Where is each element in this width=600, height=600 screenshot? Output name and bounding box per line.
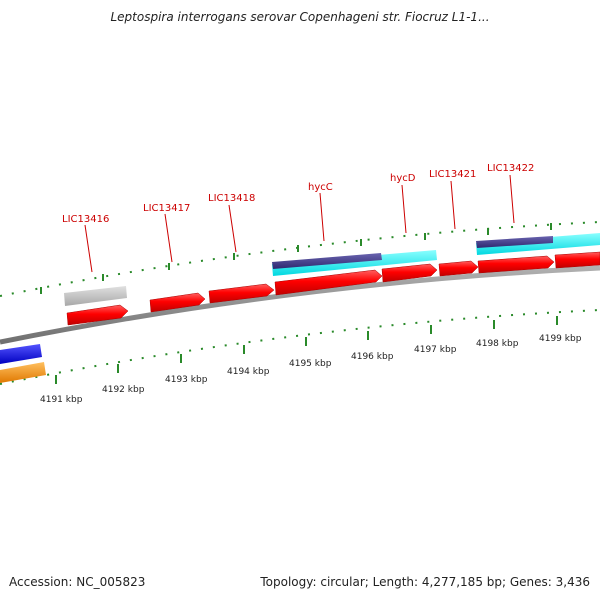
gene-arrow-lic13421[interactable] — [438, 260, 479, 277]
scale-label: 4198 kbp — [476, 339, 519, 349]
gene-arrow-lic13416[interactable] — [66, 304, 129, 326]
cyan-feature[interactable] — [476, 233, 600, 255]
gene-label-lic13416[interactable]: LIC13416 — [62, 214, 109, 225]
gene-label-lic13421[interactable]: LIC13421 — [429, 169, 476, 180]
gene-arrow-hycc[interactable] — [274, 269, 383, 296]
scale-label: 4195 kbp — [289, 359, 332, 369]
gene-label-hycd[interactable]: hycD — [390, 173, 416, 184]
orange-feature[interactable] — [0, 362, 46, 383]
scale-label: 4192 kbp — [102, 385, 145, 395]
gene-arrow-lic13422[interactable] — [477, 255, 555, 274]
scale-track — [0, 309, 600, 385]
gene-arrow-lic13418[interactable] — [208, 283, 275, 304]
label-leaders — [84, 174, 515, 273]
gene-label-hycc[interactable]: hycC — [308, 182, 333, 193]
genome-summary-text: Topology: circular; Length: 4,277,185 bp… — [260, 575, 590, 589]
upper-tick-track — [0, 221, 600, 297]
gene-label-lic13422[interactable]: LIC13422 — [487, 163, 534, 174]
navy-feature[interactable] — [476, 236, 553, 248]
pseudogene-bar[interactable] — [64, 286, 127, 306]
scale-label: 4199 kbp — [539, 334, 582, 344]
navy-feature[interactable] — [272, 253, 382, 269]
scale-label: 4196 kbp — [351, 352, 394, 362]
scale-label: 4191 kbp — [40, 395, 83, 405]
scale-label: 4193 kbp — [165, 375, 208, 385]
map-title: Leptospira interrogans serovar Copenhage… — [110, 10, 490, 24]
cyan-feature[interactable] — [272, 250, 437, 276]
gene-label-lic13417[interactable]: LIC13417 — [143, 203, 190, 214]
gene-arrow-partial[interactable] — [554, 251, 600, 269]
scale-label: 4197 kbp — [414, 345, 457, 355]
gene-arrow-lic13417[interactable] — [149, 292, 206, 313]
accession-text: Accession: NC_005823 — [9, 575, 146, 589]
blue-feature[interactable] — [0, 344, 42, 364]
gene-arrow-hycd[interactable] — [381, 263, 438, 283]
scale-label: 4194 kbp — [227, 367, 270, 377]
genome-backbone — [0, 265, 600, 345]
gene-label-lic13418[interactable]: LIC13418 — [208, 193, 255, 204]
